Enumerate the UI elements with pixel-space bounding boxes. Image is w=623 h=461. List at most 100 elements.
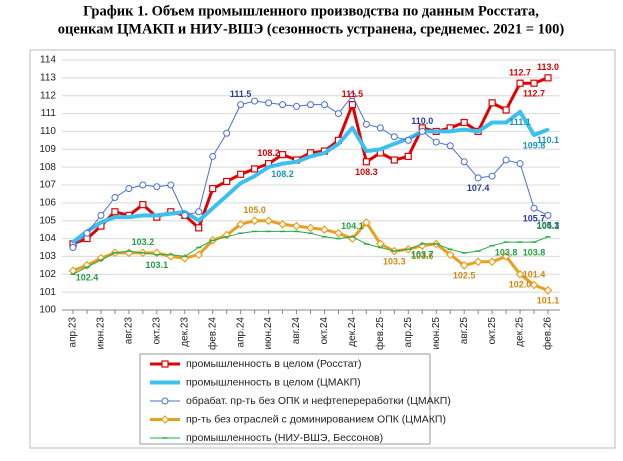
y-tick-label: 106 <box>39 197 56 208</box>
x-tick-label: апр.24 <box>235 317 246 348</box>
point <box>376 124 384 132</box>
value-label: 102.4 <box>76 273 99 283</box>
point <box>278 219 287 229</box>
point <box>462 128 466 132</box>
point <box>141 213 145 217</box>
point <box>362 218 371 227</box>
point <box>239 181 243 185</box>
point <box>155 213 159 217</box>
point <box>476 129 480 133</box>
point <box>71 240 75 244</box>
x-tick-label: окт.24 <box>319 317 330 345</box>
value-label: 103.6 <box>411 251 434 261</box>
point <box>404 152 412 161</box>
point <box>265 99 273 107</box>
y-tick-label: 108 <box>39 162 56 173</box>
value-label: 103.7 <box>411 249 434 259</box>
point <box>516 79 524 87</box>
point <box>529 280 539 290</box>
point <box>487 257 497 267</box>
point <box>530 204 538 212</box>
point <box>336 142 340 146</box>
point <box>404 136 412 144</box>
y-tick-label: 101 <box>39 287 56 298</box>
point <box>378 147 382 151</box>
value-label: 113.0 <box>537 62 559 72</box>
point <box>459 261 469 270</box>
x-tick-label: окт.23 <box>151 317 162 345</box>
x-tick-label: июн.25 <box>431 317 442 350</box>
legend-label: обрабат. пр-ть без ОПК и нефтепереработк… <box>186 395 451 407</box>
point <box>334 110 342 118</box>
point <box>544 74 552 82</box>
point <box>515 269 525 279</box>
point <box>160 415 170 424</box>
series <box>68 216 553 295</box>
y-tick-label: 104 <box>39 233 56 244</box>
value-label: 108.2 <box>271 169 294 179</box>
point <box>111 194 119 201</box>
x-tick-label: авг.25 <box>459 317 470 345</box>
point <box>320 101 328 109</box>
point <box>181 211 189 219</box>
legend-label: пр-ть без отраслей с доминированием ОПК … <box>186 413 446 425</box>
point <box>348 92 356 100</box>
point <box>320 225 329 234</box>
value-label: 112.7 <box>523 89 545 99</box>
point <box>209 184 217 193</box>
point <box>445 250 455 259</box>
point <box>306 223 315 233</box>
point <box>446 142 454 150</box>
point <box>161 397 169 405</box>
point <box>532 133 536 137</box>
series <box>71 109 550 244</box>
point <box>448 129 452 133</box>
x-tick-label: авг.23 <box>124 317 135 345</box>
point <box>544 211 552 219</box>
point <box>432 138 440 146</box>
point <box>530 79 538 87</box>
value-label: 103.8 <box>523 248 546 258</box>
point <box>490 121 494 124</box>
point <box>309 154 312 158</box>
value-label: 110.0 <box>411 116 433 126</box>
point <box>293 102 301 110</box>
point <box>113 215 117 219</box>
series <box>70 230 551 276</box>
y-tick-label: 111 <box>41 108 57 119</box>
x-tick-label: дек.25 <box>515 317 526 347</box>
series <box>69 92 552 251</box>
point <box>348 101 357 109</box>
point <box>460 158 468 166</box>
y-tick-label: 112 <box>40 90 56 101</box>
point <box>153 183 161 191</box>
value-label: 111.5 <box>230 89 252 99</box>
value-label: 103.3 <box>383 256 406 266</box>
chart-title: График 1. Объем промышленного производст… <box>83 3 539 19</box>
point <box>225 194 229 198</box>
x-tick-label: дек.24 <box>347 317 358 347</box>
value-label: 105.0 <box>243 205 266 215</box>
y-tick-label: 110 <box>40 126 56 137</box>
point <box>543 286 553 295</box>
point <box>390 156 398 164</box>
point <box>267 165 271 169</box>
point <box>139 201 147 209</box>
point <box>281 162 285 166</box>
legend-frame <box>139 353 431 445</box>
point <box>211 206 215 210</box>
point <box>364 149 368 153</box>
point <box>334 228 343 238</box>
point <box>236 219 245 229</box>
value-label: 109.8 <box>523 140 546 150</box>
point <box>488 172 496 180</box>
point <box>125 185 133 193</box>
point <box>504 121 508 124</box>
chart-title: оценкам ЦМАКП и НИУ-ВШЭ (сезонность устр… <box>58 21 565 37</box>
point <box>501 252 511 261</box>
point <box>195 224 203 232</box>
value-label: 103.8 <box>495 248 518 258</box>
point <box>237 101 245 109</box>
point <box>292 221 301 231</box>
point <box>488 99 496 107</box>
